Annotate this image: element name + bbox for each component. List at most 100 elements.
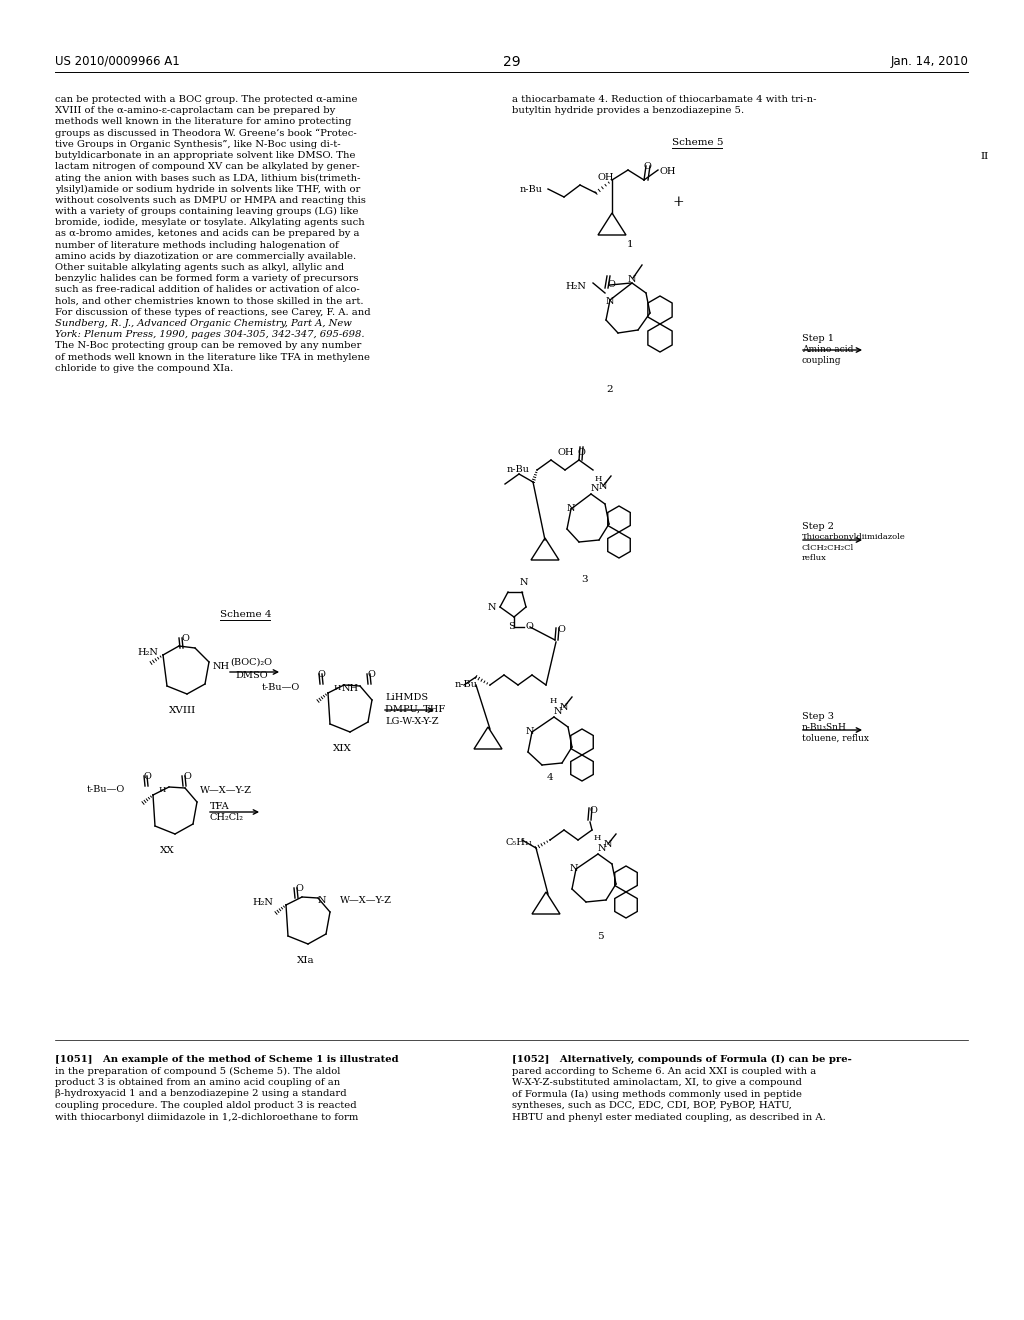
- Text: Scheme 4: Scheme 4: [220, 610, 271, 619]
- Text: C₅H₁₁: C₅H₁₁: [505, 838, 532, 847]
- Text: [1051]   An example of the method of Scheme 1 is illustrated: [1051] An example of the method of Schem…: [55, 1055, 398, 1064]
- Text: O: O: [296, 884, 304, 894]
- Text: number of literature methods including halogenation of: number of literature methods including h…: [55, 240, 339, 249]
- Text: II: II: [980, 152, 988, 161]
- Text: benzylic halides can be formed form a variety of precursors: benzylic halides can be formed form a va…: [55, 275, 358, 284]
- Text: Other suitable alkylating agents such as alkyl, allylic and: Other suitable alkylating agents such as…: [55, 263, 344, 272]
- Text: lactam nitrogen of compound XV can be alkylated by gener-: lactam nitrogen of compound XV can be al…: [55, 162, 359, 172]
- Text: W—X—Y-Z: W—X—Y-Z: [200, 785, 252, 795]
- Text: York: Plenum Press, 1990, pages 304-305, 342-347, 695-698.: York: Plenum Press, 1990, pages 304-305,…: [55, 330, 365, 339]
- Text: N: N: [318, 896, 327, 906]
- Text: amino acids by diazotization or are commercially available.: amino acids by diazotization or are comm…: [55, 252, 356, 261]
- Text: hols, and other chemistries known to those skilled in the art.: hols, and other chemistries known to tho…: [55, 297, 364, 306]
- Text: LiHMDS: LiHMDS: [385, 693, 428, 702]
- Text: N: N: [488, 603, 497, 612]
- Text: syntheses, such as DCC, EDC, CDI, BOP, PyBOP, HATU,: syntheses, such as DCC, EDC, CDI, BOP, P…: [512, 1101, 792, 1110]
- Text: coupling procedure. The coupled aldol product 3 is reacted: coupling procedure. The coupled aldol pr…: [55, 1101, 356, 1110]
- Text: 4: 4: [547, 774, 553, 781]
- Text: without cosolvents such as DMPU or HMPA and reacting this: without cosolvents such as DMPU or HMPA …: [55, 195, 366, 205]
- Text: N: N: [628, 275, 637, 284]
- Text: of Formula (Ia) using methods commonly used in peptide: of Formula (Ia) using methods commonly u…: [512, 1089, 802, 1098]
- Text: N: N: [560, 704, 568, 711]
- Text: H₂N: H₂N: [252, 898, 272, 907]
- Text: in the preparation of compound 5 (Scheme 5). The aldol: in the preparation of compound 5 (Scheme…: [55, 1067, 340, 1076]
- Text: H: H: [550, 697, 557, 705]
- Text: butyltin hydride provides a benzodiazepine 5.: butyltin hydride provides a benzodiazepi…: [512, 106, 744, 115]
- Text: t-Bu—O: t-Bu—O: [262, 682, 300, 692]
- Text: O: O: [526, 622, 534, 631]
- Text: n-Bu: n-Bu: [507, 465, 530, 474]
- Text: such as free-radical addition of halides or activation of alco-: such as free-radical addition of halides…: [55, 285, 359, 294]
- Text: O: O: [368, 671, 376, 678]
- Text: US 2010/0009966 A1: US 2010/0009966 A1: [55, 55, 180, 69]
- Text: N: N: [567, 504, 575, 513]
- Text: O: O: [318, 671, 326, 678]
- Text: ylsilyl)amide or sodium hydride in solvents like THF, with or: ylsilyl)amide or sodium hydride in solve…: [55, 185, 360, 194]
- Text: H₂N: H₂N: [565, 282, 586, 290]
- Text: O: O: [607, 280, 614, 289]
- Text: Scheme 5: Scheme 5: [672, 139, 724, 147]
- Text: DMPU, THF: DMPU, THF: [385, 705, 445, 714]
- Text: O: O: [590, 807, 598, 814]
- Text: S: S: [508, 622, 515, 631]
- Text: HBTU and phenyl ester mediated coupling, as described in A.: HBTU and phenyl ester mediated coupling,…: [512, 1113, 825, 1122]
- Text: t-Bu—O: t-Bu—O: [87, 785, 125, 795]
- Text: groups as discussed in Theodora W. Greene’s book “Protec-: groups as discussed in Theodora W. Green…: [55, 128, 356, 137]
- Text: n-Bu: n-Bu: [455, 680, 478, 689]
- Text: coupling: coupling: [802, 356, 842, 366]
- Text: N: N: [604, 840, 612, 849]
- Text: with thiocarbonyl diimidazole in 1,2-dichloroethane to form: with thiocarbonyl diimidazole in 1,2-dic…: [55, 1113, 358, 1122]
- Text: β-hydroxyacid 1 and a benzodiazepine 2 using a standard: β-hydroxyacid 1 and a benzodiazepine 2 u…: [55, 1089, 347, 1098]
- Text: NH: NH: [342, 684, 359, 693]
- Text: H: H: [334, 684, 341, 692]
- Text: toluene, reflux: toluene, reflux: [802, 734, 869, 743]
- Text: OH: OH: [557, 447, 573, 457]
- Text: NH: NH: [213, 663, 230, 671]
- Text: 2: 2: [606, 385, 613, 393]
- Text: N: N: [599, 482, 607, 491]
- Text: N: N: [570, 865, 579, 873]
- Text: N: N: [526, 727, 535, 737]
- Text: a thiocarbamate 4. Reduction of thiocarbamate 4 with tri-n-: a thiocarbamate 4. Reduction of thiocarb…: [512, 95, 816, 104]
- Text: H: H: [159, 785, 166, 795]
- Text: XIa: XIa: [297, 956, 314, 965]
- Text: TFA: TFA: [210, 803, 229, 810]
- Text: N: N: [554, 708, 562, 715]
- Text: DMSO: DMSO: [234, 671, 267, 680]
- Text: Jan. 14, 2010: Jan. 14, 2010: [890, 55, 968, 69]
- Text: OH: OH: [598, 173, 614, 182]
- Text: 3: 3: [582, 576, 589, 583]
- Text: product 3 is obtained from an amino acid coupling of an: product 3 is obtained from an amino acid…: [55, 1078, 340, 1086]
- Text: n-Bu: n-Bu: [520, 185, 543, 194]
- Text: [1052]   Alternatively, compounds of Formula (I) can be pre-: [1052] Alternatively, compounds of Formu…: [512, 1055, 852, 1064]
- Text: Step 3: Step 3: [802, 711, 834, 721]
- Text: XVIII of the α-amino-ε-caprolactam can be prepared by: XVIII of the α-amino-ε-caprolactam can b…: [55, 106, 335, 115]
- Text: H: H: [595, 475, 602, 483]
- Text: O: O: [181, 634, 188, 643]
- Text: O: O: [557, 624, 565, 634]
- Text: with a variety of groups containing leaving groups (LG) like: with a variety of groups containing leav…: [55, 207, 358, 216]
- Text: +: +: [672, 195, 684, 209]
- Text: (BOC)₂O: (BOC)₂O: [230, 657, 272, 667]
- Text: O: O: [183, 772, 190, 781]
- Text: chloride to give the compound XIa.: chloride to give the compound XIa.: [55, 364, 233, 372]
- Text: CH₂Cl₂: CH₂Cl₂: [210, 813, 244, 822]
- Text: pared according to Scheme 6. An acid XXI is coupled with a: pared according to Scheme 6. An acid XXI…: [512, 1067, 816, 1076]
- Text: W-X-Y-Z-substituted aminolactam, XI, to give a compound: W-X-Y-Z-substituted aminolactam, XI, to …: [512, 1078, 802, 1086]
- Text: 29: 29: [503, 55, 521, 69]
- Text: LG-W-X-Y-Z: LG-W-X-Y-Z: [385, 717, 438, 726]
- Text: XIX: XIX: [333, 744, 351, 752]
- Text: O: O: [143, 772, 151, 781]
- Text: butyldicarbonate in an appropriate solvent like DMSO. The: butyldicarbonate in an appropriate solve…: [55, 150, 355, 160]
- Text: N: N: [591, 484, 599, 492]
- Text: bromide, iodide, mesylate or tosylate. Alkylating agents such: bromide, iodide, mesylate or tosylate. A…: [55, 218, 365, 227]
- Text: ating the anion with bases such as LDA, lithium bis(trimeth-: ating the anion with bases such as LDA, …: [55, 173, 360, 182]
- Text: Thiocarbonyldiimidazole: Thiocarbonyldiimidazole: [802, 533, 906, 541]
- Text: OH: OH: [660, 168, 677, 176]
- Text: ClCH₂CH₂Cl: ClCH₂CH₂Cl: [802, 544, 854, 552]
- Text: N: N: [598, 843, 606, 853]
- Text: Sundberg, R. J., Advanced Organic Chemistry, Part A, New: Sundberg, R. J., Advanced Organic Chemis…: [55, 319, 352, 327]
- Text: Amino acid: Amino acid: [802, 345, 853, 354]
- Text: H: H: [594, 834, 601, 842]
- Text: tive Groups in Organic Synthesis”, like N-Boc using di-t-: tive Groups in Organic Synthesis”, like …: [55, 140, 341, 149]
